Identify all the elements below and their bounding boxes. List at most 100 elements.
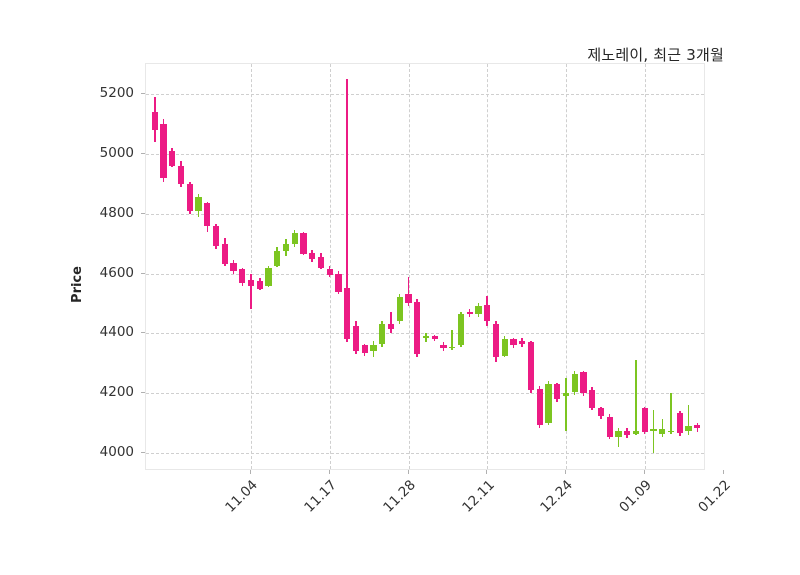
candle-wick [670, 393, 672, 434]
gridline-horizontal [146, 453, 704, 454]
candle-body [326, 269, 333, 275]
candle-body [440, 345, 447, 349]
chart-title: 제노레이, 최근 3개월 [587, 46, 724, 64]
candle-wick [687, 405, 690, 436]
candle-body [527, 342, 535, 391]
candle-body [387, 324, 395, 329]
gridline-vertical [251, 64, 252, 469]
gridline-horizontal [146, 273, 704, 275]
candle-body [291, 233, 298, 244]
gridline-horizontal [146, 393, 704, 395]
gridline-horizontal [146, 153, 704, 155]
candle-body [545, 384, 552, 424]
x-axis-tick-mark [250, 470, 251, 474]
y-axis-tick-label: 4600 [99, 264, 134, 281]
x-axis-tick-label: 11.17 [301, 477, 341, 516]
y-axis-tick-label: 4400 [99, 324, 134, 341]
candle-body [650, 429, 657, 431]
candle-body [247, 279, 255, 286]
candle-body [501, 339, 508, 356]
gridline-vertical [487, 64, 489, 469]
plot-inner [146, 64, 704, 469]
candle-body [169, 150, 176, 166]
candle-body [624, 430, 631, 436]
candle-body [536, 388, 543, 425]
candle-wick [617, 427, 620, 448]
gridline-horizontal [146, 333, 704, 335]
candle-body [379, 324, 386, 344]
candle-body [160, 123, 167, 178]
candle-body [344, 288, 351, 340]
candle-body [492, 324, 500, 358]
y-axis-tick-mark [141, 332, 145, 334]
candle-wick [565, 378, 567, 431]
candle-body [177, 165, 185, 184]
candle-body [230, 263, 237, 271]
candle-body [597, 408, 605, 416]
x-axis-tick-mark [643, 470, 645, 474]
candle-wick [390, 312, 392, 334]
x-axis-tick-label: 11.04 [222, 477, 262, 516]
candle-body [632, 430, 640, 434]
candle-body [396, 297, 403, 322]
candle-body [317, 257, 325, 268]
candle-body [370, 345, 377, 352]
candle-body [466, 312, 473, 314]
candle-wick [407, 276, 410, 307]
candle-body [475, 306, 482, 314]
x-axis-tick-mark [407, 470, 409, 474]
candle-body [510, 339, 517, 346]
x-axis-tick-mark [486, 470, 488, 474]
candle-body [554, 384, 561, 400]
candle-body [449, 346, 456, 349]
candle-body [256, 281, 263, 289]
candle-body [212, 225, 220, 247]
x-axis-tick-label: 12.24 [537, 477, 577, 516]
y-axis-tick-mark [141, 452, 145, 453]
y-axis-tick-mark [141, 152, 145, 154]
x-axis-tick-label: 11.28 [380, 477, 419, 516]
candle-body [274, 251, 281, 266]
candle-body [457, 313, 465, 346]
gridline-vertical [644, 64, 646, 469]
gridline-horizontal [146, 213, 704, 215]
candle-body [282, 243, 290, 252]
candle-body [562, 393, 570, 397]
candle-body [519, 340, 526, 344]
x-axis-tick-mark [722, 470, 724, 474]
candle-body [580, 372, 587, 394]
candle-wick [661, 418, 664, 437]
y-axis-tick-label: 5000 [99, 144, 134, 161]
y-axis-tick-mark [141, 92, 145, 94]
candle-wick [250, 273, 252, 310]
candle-body [422, 336, 430, 338]
y-axis-tick-label: 4800 [99, 204, 134, 221]
candle-wick [696, 423, 699, 433]
candle-body [667, 430, 675, 433]
candle-wick [635, 360, 637, 436]
candle-body [484, 304, 491, 322]
candle-body [676, 412, 683, 434]
candle-body [335, 273, 342, 292]
candle-body [151, 111, 158, 130]
gridline-vertical [566, 64, 567, 469]
gridline-vertical [408, 64, 410, 469]
y-axis-tick-label: 5200 [99, 84, 134, 101]
candle-body [641, 408, 648, 433]
x-axis-tick-label: 01.22 [695, 477, 734, 516]
y-axis-tick-label: 4200 [99, 384, 134, 401]
candle-body [694, 424, 701, 428]
y-axis-tick-label: 4000 [99, 444, 134, 460]
x-axis-tick-mark [328, 470, 330, 474]
candle-body [352, 325, 360, 352]
plot-area [145, 63, 705, 470]
candle-body [589, 390, 596, 409]
candle-body [239, 269, 246, 283]
candle-body [405, 294, 412, 304]
candle-body [300, 233, 307, 254]
candle-body [221, 243, 228, 265]
candle-body [309, 252, 316, 259]
candle-wick [346, 79, 348, 343]
candle-body [685, 426, 692, 431]
